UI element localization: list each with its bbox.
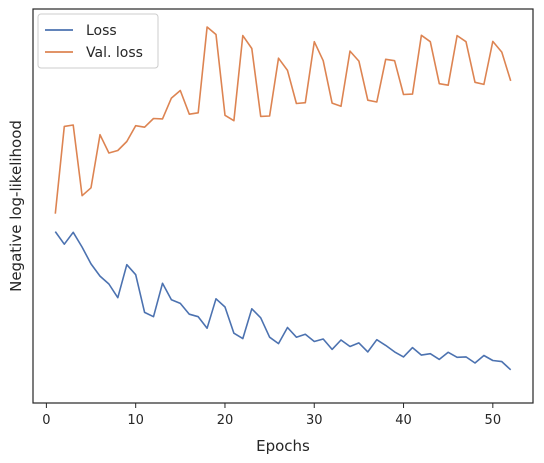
x-axis-ticks: 0 10 20 30 40 50 [42, 403, 501, 428]
legend-label: Val. loss [86, 45, 143, 61]
series-line-val-loss [54, 26, 512, 214]
legend-label: Loss [86, 23, 117, 39]
legend: Loss Val. loss [37, 13, 159, 69]
x-tick-label: 50 [485, 413, 502, 428]
x-axis-label: Epochs [256, 437, 310, 455]
y-axis-label: Negative log-likelihood [7, 120, 25, 292]
series-line-loss [54, 231, 512, 371]
series-lines [54, 26, 512, 371]
x-tick-label: 20 [217, 413, 234, 428]
x-tick-label: 40 [395, 413, 412, 428]
x-tick-label: 30 [306, 413, 323, 428]
legend-box [37, 13, 159, 69]
x-tick-label: 10 [127, 413, 144, 428]
x-tick-label: 0 [42, 413, 50, 428]
